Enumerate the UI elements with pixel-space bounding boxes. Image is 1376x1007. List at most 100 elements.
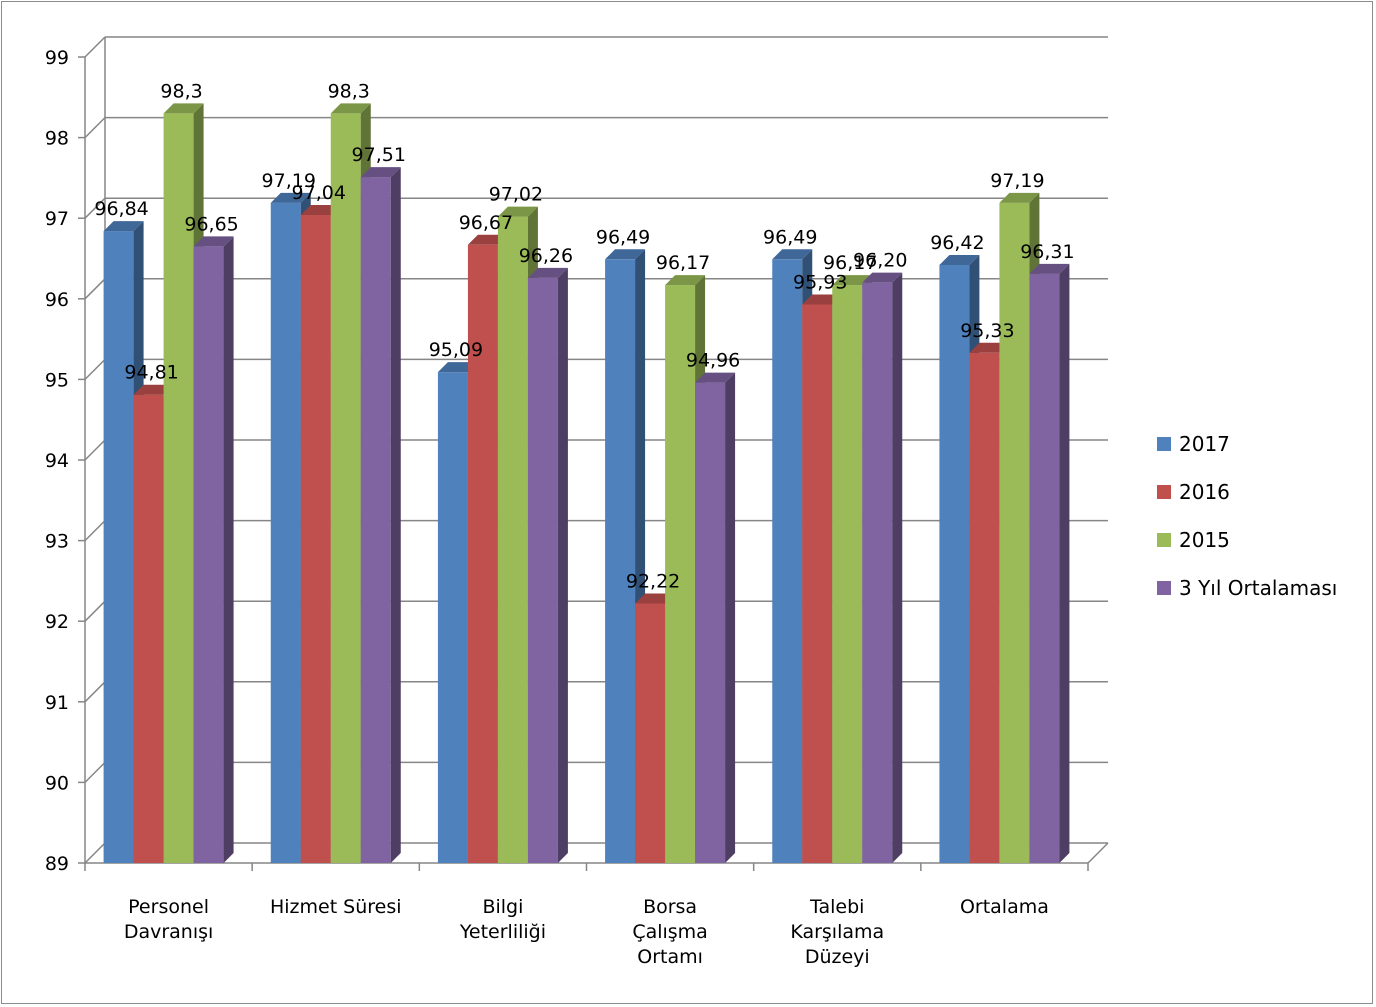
legend-item: 2016: [1157, 468, 1337, 516]
bar-top: [862, 272, 903, 283]
gridline-side: [84, 439, 106, 461]
bar-front: [939, 264, 970, 863]
bar-front: [862, 282, 893, 863]
axes: [78, 37, 1109, 871]
legend-label: 3 Yıl Ortalaması: [1179, 576, 1338, 600]
bar-top: [832, 275, 873, 286]
x-tick-label: Bilgi Yeterliliği: [459, 896, 546, 943]
y-tick-label: 91: [45, 692, 69, 714]
bar-top: [193, 236, 234, 247]
data-label: 96,67: [459, 212, 513, 234]
bar: [360, 167, 401, 863]
bar: [1029, 263, 1070, 864]
bar-front: [163, 113, 194, 864]
bar-front: [832, 285, 863, 863]
data-label: 98,3: [160, 80, 202, 102]
y-tick-label: 99: [45, 47, 69, 69]
gridline-side: [84, 681, 106, 703]
bar-front: [969, 352, 1000, 863]
bar-front: [133, 394, 164, 863]
y-tick-label: 89: [45, 853, 69, 875]
bar-front: [103, 231, 134, 863]
data-label: 98,3: [328, 80, 370, 102]
data-label: 97,51: [352, 144, 406, 166]
gridline-side: [84, 358, 106, 380]
bar-front: [772, 259, 803, 863]
x-tick-label: Ortalama: [960, 896, 1049, 918]
data-label: 96,84: [94, 198, 148, 220]
legend-swatch: [1157, 533, 1171, 547]
x-tick-label: Hizmet Süresi: [270, 896, 402, 918]
y-tick-label: 93: [45, 531, 69, 553]
data-label: 94,96: [686, 350, 740, 372]
gridline-side: [84, 600, 106, 622]
bar-front: [527, 277, 558, 863]
y-tick-label: 92: [45, 611, 69, 633]
bar-front: [999, 202, 1030, 864]
bar-front: [497, 216, 528, 863]
legend-item: 2017: [1157, 420, 1337, 468]
gridline-side: [84, 520, 106, 542]
bar-top: [999, 192, 1040, 203]
bar-top: [330, 103, 371, 114]
bar-side: [557, 267, 568, 863]
bar-side: [892, 272, 903, 863]
bar-top: [939, 254, 980, 265]
data-label: 96,20: [853, 250, 907, 272]
data-label: 97,19: [990, 170, 1044, 192]
legend-swatch: [1157, 581, 1171, 595]
gridline-side: [84, 117, 106, 139]
floor-edge: [1087, 842, 1109, 864]
bar-front: [330, 113, 361, 864]
bar-top: [497, 206, 538, 217]
bar: [193, 236, 234, 863]
y-tick-label: 96: [45, 289, 69, 311]
bar-side: [725, 372, 736, 863]
data-label: 95,09: [429, 339, 483, 361]
data-label: 96,17: [656, 252, 710, 274]
data-label: 96,26: [519, 245, 573, 267]
data-label: 96,49: [763, 226, 817, 248]
legend-label: 2017: [1179, 432, 1230, 456]
bar: [862, 272, 903, 863]
bar-front: [802, 304, 833, 863]
bar-front: [360, 177, 391, 863]
data-label: 96,65: [184, 213, 238, 235]
x-tick-label: Personel Davranışı: [124, 896, 213, 943]
legend: 2017 2016 2015 3 Yıl Ortalaması: [1157, 420, 1337, 612]
gridline-side: [84, 278, 106, 300]
bar-front: [193, 246, 224, 863]
gridline-side: [84, 197, 106, 219]
legend-item: 2015: [1157, 516, 1337, 564]
bar: [527, 267, 568, 863]
legend-swatch: [1157, 437, 1171, 451]
y-tick-label: 97: [45, 208, 69, 230]
bar-top: [360, 167, 401, 178]
bar-top: [605, 249, 646, 260]
legend-swatch: [1157, 485, 1171, 499]
tick-labels: 89 90 91 92 93 94 95 96 97 98 99 Personel Davranışı H…: [45, 47, 1049, 968]
bar: [695, 372, 736, 863]
bar-side: [390, 167, 401, 863]
bar-side: [1059, 263, 1070, 864]
data-label: 94,81: [124, 362, 178, 384]
data-label: 97,02: [489, 184, 543, 206]
gridline-side: [84, 842, 106, 864]
data-label: 95,93: [793, 271, 847, 293]
data-label: 96,42: [930, 232, 984, 254]
legend-item: 3 Yıl Ortalaması: [1157, 564, 1337, 612]
y-tick-label: 95: [45, 369, 69, 391]
bar-side: [223, 236, 234, 863]
gridline-side: [84, 761, 106, 783]
data-label: 96,17: [823, 252, 877, 274]
x-tick-label: Talebi Karşılama Düzeyi: [790, 896, 884, 968]
y-tick-label: 98: [45, 128, 69, 150]
bar-top: [665, 275, 706, 286]
data-labels: 96,8494,8198,396,6597,1997,0498,397,5195…: [94, 80, 1074, 592]
bar: [103, 221, 144, 863]
gridline-side: [84, 36, 106, 58]
bar-top: [772, 249, 813, 260]
bar-front: [467, 244, 498, 864]
